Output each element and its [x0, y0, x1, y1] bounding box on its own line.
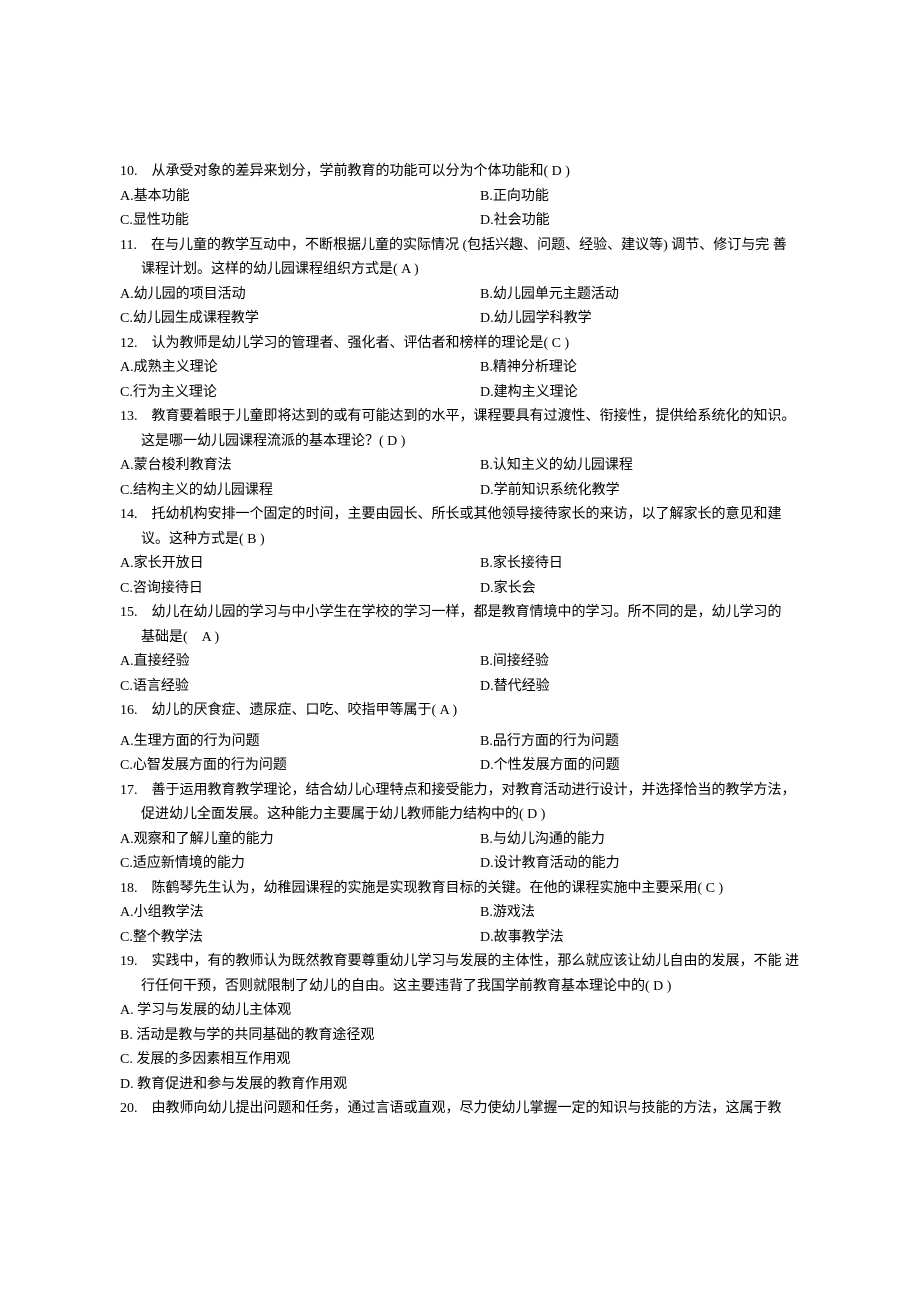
q10-stem: 10. 从承受对象的差异来划分，学前教育的功能可以分为个体功能和( D ): [120, 160, 800, 185]
q19-opt-a: A. 学习与发展的幼儿主体观: [120, 999, 800, 1024]
q19-cont: 行任何干预，否则就限制了幼儿的自由。这主要违背了我国学前教育基本理论中的( D …: [120, 975, 800, 1000]
q11-cont: 课程计划。这样的幼儿园课程组织方式是( A ): [120, 258, 800, 283]
q18-opts-row-1: A.小组教学法 B.游戏法: [120, 901, 800, 926]
q13-opt-b: B.认知主义的幼儿园课程: [480, 454, 800, 479]
q16-num: 16.: [120, 703, 138, 718]
q12-stem-text: 认为教师是幼儿学习的管理者、强化者、评估者和榜样的理论是( C ): [152, 336, 570, 351]
q15-cont: 基础是( A ): [120, 626, 800, 651]
q15-opt-b: B.间接经验: [480, 650, 800, 675]
q16-stem: 16. 幼儿的厌食症、遗尿症、口吃、咬指甲等属于( A ): [120, 699, 800, 724]
q17-num: 17.: [120, 783, 138, 798]
q16-opts-row-1: A.生理方面的行为问题 B.品行方面的行为问题: [120, 730, 800, 755]
q11-opts-row-1: A.幼儿园的项目活动 B.幼儿园单元主题活动: [120, 283, 800, 308]
q13-cont: 这是哪一幼儿园课程流派的基本理论？( D ): [120, 430, 800, 455]
q12-opt-a: A.成熟主义理论: [120, 356, 480, 381]
q18-opt-c: C.整个教学法: [120, 926, 480, 951]
exam-page: 10. 从承受对象的差异来划分，学前教育的功能可以分为个体功能和( D ) A.…: [0, 0, 920, 1302]
q14-num: 14.: [120, 507, 138, 522]
q12-stem: 12. 认为教师是幼儿学习的管理者、强化者、评估者和榜样的理论是( C ): [120, 332, 800, 357]
q11-opt-c: C.幼儿园生成课程教学: [120, 307, 480, 332]
q15-opt-a: A.直接经验: [120, 650, 480, 675]
q12-opt-d: D.建构主义理论: [480, 381, 800, 406]
q12-opts-row-1: A.成熟主义理论 B.精神分析理论: [120, 356, 800, 381]
q11-opt-d: D.幼儿园学科教学: [480, 307, 800, 332]
q16-stem-text: 幼儿的厌食症、遗尿症、口吃、咬指甲等属于( A ): [152, 703, 458, 718]
q19-opt-d: D. 教育促进和参与发展的教育作用观: [120, 1073, 800, 1098]
q11-opt-b: B.幼儿园单元主题活动: [480, 283, 800, 308]
q10-opt-c: C.显性功能: [120, 209, 480, 234]
q13-num: 13.: [120, 409, 138, 424]
q18-opt-b: B.游戏法: [480, 901, 800, 926]
q10-num: 10.: [120, 164, 138, 179]
q14-cont: 议。这种方式是( B ): [120, 528, 800, 553]
q20-stem-text: 由教师向幼儿提出问题和任务，通过言语或直观，尽力使幼儿掌握一定的知识与技能的方法…: [152, 1101, 782, 1116]
q19-stem-text: 实践中，有的教师认为既然教育要尊重幼儿学习与发展的主体性，那么就应该让幼儿自由的…: [152, 954, 800, 969]
q17-opts-row-2: C.适应新情境的能力 D.设计教育活动的能力: [120, 852, 800, 877]
q18-opt-d: D.故事教学法: [480, 926, 800, 951]
q15-stem: 15. 幼儿在幼儿园的学习与中小学生在学校的学习一样，都是教育情境中的学习。所不…: [120, 601, 800, 626]
q11-opt-a: A.幼儿园的项目活动: [120, 283, 480, 308]
q19-opt-b: B. 活动是教与学的共同基础的教育途径观: [120, 1024, 800, 1049]
q14-opts-row-1: A.家长开放日 B.家长接待日: [120, 552, 800, 577]
q11-num: 11.: [120, 238, 137, 253]
q14-opt-c: C.咨询接待日: [120, 577, 480, 602]
q14-opt-d: D.家长会: [480, 577, 800, 602]
q15-opt-c: C.语言经验: [120, 675, 480, 700]
q12-opts-row-2: C.行为主义理论 D.建构主义理论: [120, 381, 800, 406]
q12-opt-b: B.精神分析理论: [480, 356, 800, 381]
q19-num: 19.: [120, 954, 138, 969]
q19-opt-c: C. 发展的多因素相互作用观: [120, 1048, 800, 1073]
q14-stem: 14. 托幼机构安排一个固定的时间，主要由园长、所长或其他领导接待家长的来访，以…: [120, 503, 800, 528]
q13-opt-c: C.结构主义的幼儿园课程: [120, 479, 480, 504]
q13-stem: 13. 教育要着眼于儿童即将达到的或有可能达到的水平，课程要具有过渡性、衔接性，…: [120, 405, 800, 430]
q10-opts-row-2: C.显性功能 D.社会功能: [120, 209, 800, 234]
q10-stem-text: 从承受对象的差异来划分，学前教育的功能可以分为个体功能和( D ): [152, 164, 570, 179]
q14-opt-a: A.家长开放日: [120, 552, 480, 577]
q10-opt-d: D.社会功能: [480, 209, 800, 234]
q17-opts-row-1: A.观察和了解儿童的能力 B.与幼儿沟通的能力: [120, 828, 800, 853]
q15-opts-row-1: A.直接经验 B.间接经验: [120, 650, 800, 675]
q11-stem-text: 在与儿童的教学互动中，不断根据儿童的实际情况 (包括兴趣、问题、经验、建议等) …: [151, 238, 787, 253]
q17-stem: 17. 善于运用教育教学理论，结合幼儿心理特点和接受能力，对教育活动进行设计，并…: [120, 779, 800, 804]
q13-stem-text: 教育要着眼于儿童即将达到的或有可能达到的水平，课程要具有过渡性、衔接性，提供给系…: [152, 409, 796, 424]
q17-stem-text: 善于运用教育教学理论，结合幼儿心理特点和接受能力，对教育活动进行设计，并选择恰当…: [152, 783, 796, 798]
q18-num: 18.: [120, 881, 138, 896]
q20-num: 20.: [120, 1101, 138, 1116]
q16-opt-b: B.品行方面的行为问题: [480, 730, 800, 755]
q16-opt-d: D.个性发展方面的问题: [480, 754, 800, 779]
q15-stem-text: 幼儿在幼儿园的学习与中小学生在学校的学习一样，都是教育情境中的学习。所不同的是，…: [152, 605, 782, 620]
q12-opt-c: C.行为主义理论: [120, 381, 480, 406]
q18-stem-text: 陈鹤琴先生认为，幼稚园课程的实施是实现教育目标的关键。在他的课程实施中主要采用(…: [152, 881, 724, 896]
q13-opts-row-2: C.结构主义的幼儿园课程 D.学前知识系统化教学: [120, 479, 800, 504]
q20-stem: 20. 由教师向幼儿提出问题和任务，通过言语或直观，尽力使幼儿掌握一定的知识与技…: [120, 1097, 800, 1122]
q16-opt-a: A.生理方面的行为问题: [120, 730, 480, 755]
q16-opts-row-2: C.心智发展方面的行为问题 D.个性发展方面的问题: [120, 754, 800, 779]
q10-opts-row-1: A.基本功能 B.正向功能: [120, 185, 800, 210]
q14-opts-row-2: C.咨询接待日 D.家长会: [120, 577, 800, 602]
q15-opts-row-2: C.语言经验 D.替代经验: [120, 675, 800, 700]
q13-opt-d: D.学前知识系统化教学: [480, 479, 800, 504]
q14-stem-text: 托幼机构安排一个固定的时间，主要由园长、所长或其他领导接待家长的来访，以了解家长…: [152, 507, 782, 522]
q15-opt-d: D.替代经验: [480, 675, 800, 700]
q17-opt-d: D.设计教育活动的能力: [480, 852, 800, 877]
q18-opt-a: A.小组教学法: [120, 901, 480, 926]
q11-stem: 11. 在与儿童的教学互动中，不断根据儿童的实际情况 (包括兴趣、问题、经验、建…: [120, 234, 800, 259]
q10-opt-a: A.基本功能: [120, 185, 480, 210]
q17-opt-a: A.观察和了解儿童的能力: [120, 828, 480, 853]
q17-opt-b: B.与幼儿沟通的能力: [480, 828, 800, 853]
q19-stem: 19. 实践中，有的教师认为既然教育要尊重幼儿学习与发展的主体性，那么就应该让幼…: [120, 950, 800, 975]
q16-opt-c: C.心智发展方面的行为问题: [120, 754, 480, 779]
q17-opt-c: C.适应新情境的能力: [120, 852, 480, 877]
q13-opt-a: A.蒙台梭利教育法: [120, 454, 480, 479]
q11-opts-row-2: C.幼儿园生成课程教学 D.幼儿园学科教学: [120, 307, 800, 332]
q15-num: 15.: [120, 605, 138, 620]
q14-opt-b: B.家长接待日: [480, 552, 800, 577]
q12-num: 12.: [120, 336, 138, 351]
q18-opts-row-2: C.整个教学法 D.故事教学法: [120, 926, 800, 951]
q10-opt-b: B.正向功能: [480, 185, 800, 210]
q18-stem: 18. 陈鹤琴先生认为，幼稚园课程的实施是实现教育目标的关键。在他的课程实施中主…: [120, 877, 800, 902]
q17-cont: 促进幼儿全面发展。这种能力主要属于幼儿教师能力结构中的( D ): [120, 803, 800, 828]
q13-opts-row-1: A.蒙台梭利教育法 B.认知主义的幼儿园课程: [120, 454, 800, 479]
